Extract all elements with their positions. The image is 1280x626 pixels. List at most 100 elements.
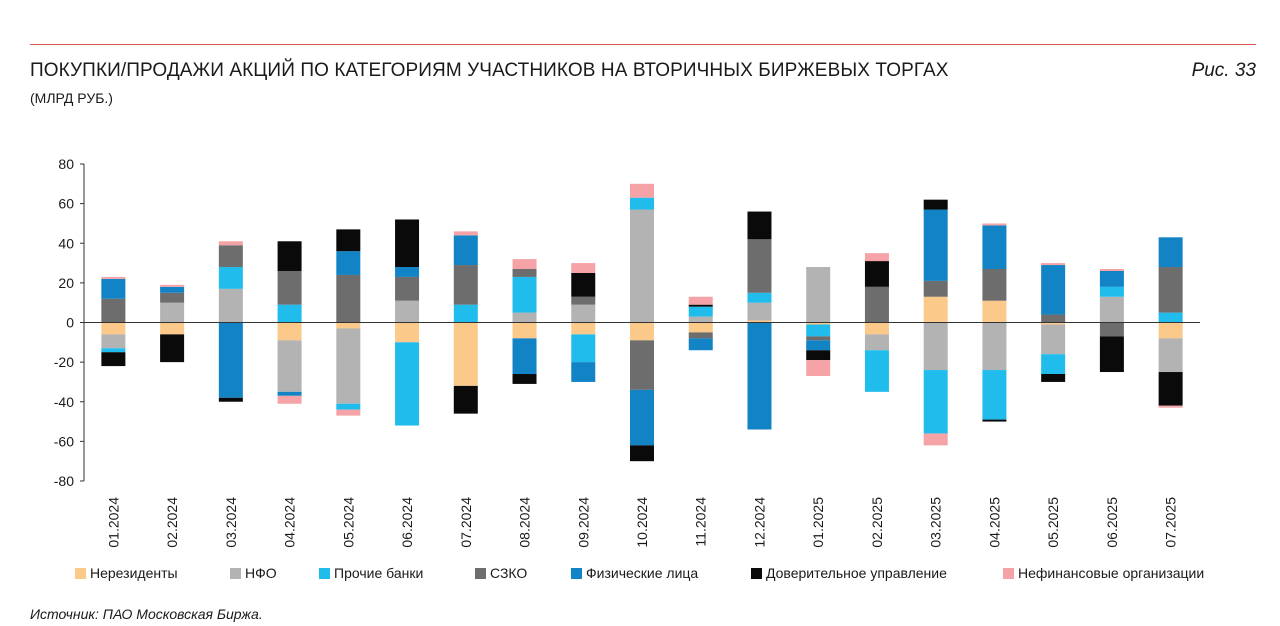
bar-segment (101, 348, 126, 353)
bar-segment (218, 288, 243, 323)
x-tick-label: 04.2024 (282, 497, 298, 548)
bar-segment (160, 284, 185, 287)
legend-item: Нерезиденты (75, 565, 178, 581)
bar-segment (1158, 372, 1183, 406)
legend-item: СЗКО (475, 565, 527, 581)
bar-segment (688, 338, 713, 351)
bar-segment (1041, 265, 1066, 315)
bar-segment (453, 322, 478, 386)
bar-segment (101, 276, 126, 279)
legend-item: Прочие банки (319, 565, 423, 581)
bar-segment (1158, 338, 1183, 373)
bar-segment (512, 338, 537, 375)
bar-segment (1099, 336, 1124, 373)
bar-segment (1041, 322, 1066, 325)
bar-segment (1099, 296, 1124, 323)
bar-segment (747, 292, 772, 303)
bar-segment (395, 300, 420, 323)
y-tick-label: 80 (58, 156, 74, 172)
legend-swatch (75, 567, 86, 579)
bar-segment (571, 263, 596, 273)
bar-segment (923, 370, 948, 434)
bar-segment (336, 229, 361, 252)
bar-segment (218, 241, 243, 246)
bar-segment (688, 332, 713, 339)
bar-segment (923, 280, 948, 297)
bar-segment (688, 296, 713, 305)
bar-segment (512, 276, 537, 313)
bar-segment (982, 223, 1007, 226)
legend-item: НФО (230, 565, 277, 581)
bar-segment (218, 267, 243, 289)
bar-segment (630, 209, 654, 323)
bar-segment (336, 322, 361, 329)
bar-segment (747, 302, 772, 321)
y-tick-label: -60 (54, 433, 74, 449)
bar-segment (806, 322, 831, 325)
bar-segment (1158, 267, 1183, 313)
bar-segment (923, 199, 948, 210)
legend-item: Доверительное управление (751, 565, 947, 581)
bar-segment (571, 362, 596, 382)
bar-segment (982, 370, 1007, 420)
x-tick-label: 01.2025 (810, 497, 826, 548)
top-rule (30, 44, 1256, 45)
legend-swatch (571, 567, 582, 579)
bar-segment (864, 322, 889, 335)
bar-segment (277, 391, 302, 396)
bar-segment (218, 245, 243, 268)
bar-segment (160, 322, 185, 335)
bar-segment (864, 253, 889, 262)
legend-label: Доверительное управление (766, 565, 947, 581)
legend-swatch (751, 567, 762, 579)
bar-segment (1158, 322, 1183, 339)
bar-segment (1041, 324, 1066, 355)
bar-segment (101, 298, 126, 323)
bar-segment (982, 225, 1007, 270)
x-tick-label: 08.2024 (517, 497, 533, 548)
bar-segment (747, 320, 772, 323)
x-tick-label: 05.2025 (1045, 497, 1061, 548)
bar-segment (982, 300, 1007, 323)
bar-segment (806, 360, 831, 376)
bar-segment (688, 306, 713, 317)
bar-segment (864, 334, 889, 351)
stacked-bar-chart: 80 60 40 20 0 -20 -40 -60 -80 01.2024 02.2024 03.20… (54, 156, 1200, 548)
x-tick-label: 07.2024 (458, 497, 474, 548)
bar-segment (336, 403, 361, 410)
bar-segment (277, 304, 302, 323)
bar-segment (1099, 286, 1124, 297)
bar-segment (395, 219, 420, 268)
bar-segment (277, 322, 302, 341)
bar-segment (336, 328, 361, 404)
bar-segment (453, 231, 478, 236)
legend-label: Физические лица (586, 565, 699, 581)
bar-segment (1041, 263, 1066, 266)
y-tick-label: 40 (58, 235, 74, 251)
bar-segment (806, 267, 831, 323)
bar-segment (747, 322, 772, 430)
bar-segment (512, 259, 537, 270)
bar-segment (160, 286, 185, 293)
bar-segment (277, 270, 302, 305)
bar-segment (336, 409, 361, 416)
figure-label: Рис. 33 (1191, 60, 1256, 81)
x-tick-label: 09.2024 (575, 497, 591, 548)
bar-segment (512, 269, 537, 277)
bar-segment (160, 292, 185, 303)
chart-legend: Нерезиденты НФО Прочие банки СЗКО Физические… (75, 565, 1255, 583)
legend-label: НФО (245, 565, 277, 581)
bar-segment (277, 241, 302, 271)
x-tick-label: 05.2024 (340, 497, 356, 548)
bar-segment (923, 322, 948, 371)
bar-segment (982, 322, 1007, 371)
bar-segment (218, 322, 243, 398)
bar-segment (1158, 237, 1183, 268)
legend-swatch (230, 567, 241, 579)
bar-segment (160, 302, 185, 323)
y-tick-label: -20 (54, 354, 74, 370)
x-tick-label: 12.2024 (751, 497, 767, 548)
legend-label: Нефинансовые организации (1018, 565, 1205, 581)
bar-segment (395, 342, 420, 426)
legend-item: Нефинансовые организации (1003, 565, 1204, 581)
